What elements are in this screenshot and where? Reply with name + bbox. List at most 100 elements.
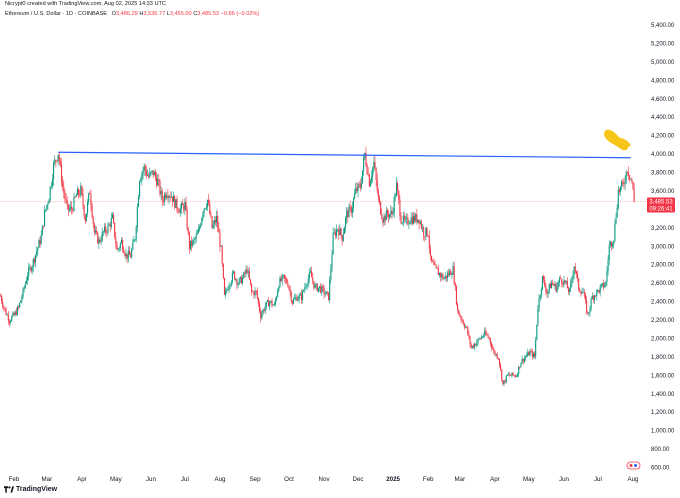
candle [543,274,545,283]
candle [408,219,410,230]
candle-body [417,219,419,223]
candle-body [467,327,469,335]
x-axis: Feb Mar Apr May Jun Jul Aug Sep Oct Nov Dec 2025 Feb… [9,476,639,483]
candle [177,207,179,215]
candle [548,282,550,294]
candle [414,212,416,224]
candle [383,212,385,226]
candle [201,216,203,226]
candle [192,239,194,248]
candle [630,178,632,181]
candle-body [543,276,545,280]
candle [478,336,480,341]
candle [311,266,313,278]
candle [538,294,540,313]
candle-body [221,246,223,264]
candle [68,204,70,213]
candle [282,274,284,279]
candle-body [32,259,34,268]
candle [46,204,48,212]
candle-body [502,380,504,385]
candle-body [123,249,125,254]
candle [152,170,154,179]
candle [423,225,425,241]
candle [368,173,370,188]
candle-body [583,292,585,295]
candle-body [73,196,75,211]
candle-body [438,273,441,276]
candle-body [403,215,405,220]
candle-body [117,248,119,250]
candle [99,237,101,244]
candle-body [426,227,428,236]
candle [514,374,516,378]
candle-body [517,374,519,377]
candle [220,244,222,248]
candle [547,289,549,298]
candle-body [459,314,461,317]
candle [411,212,413,226]
candle [591,292,593,300]
candle [247,268,249,278]
candle [42,225,44,230]
candle-body [184,201,186,211]
candle [287,279,289,288]
candle [229,284,231,290]
candle-body [259,303,261,312]
candle-body [615,217,617,224]
candle-body [20,300,22,303]
candle [290,290,292,304]
candle-body [103,226,106,232]
candle-body [509,374,511,376]
candle [620,186,622,197]
candle [317,287,319,293]
y-tick-label: 3,800.00 [651,171,675,177]
candle [268,296,270,307]
candle [16,304,18,316]
candle [315,282,317,290]
trendline[interactable] [58,151,631,159]
candle-body [500,365,502,370]
candle [161,188,163,207]
candle-body [341,235,343,241]
y-tick-label: 2,000.00 [651,336,675,342]
candle-body [386,210,388,215]
candle-body [578,278,580,290]
candle-body [326,291,329,293]
candle [66,196,68,210]
x-tick-label: Jun [146,476,157,483]
candle-body [495,353,497,355]
candle [358,181,360,188]
candle-body [136,206,138,227]
candle [631,177,633,184]
candle [400,211,402,225]
ohlc-legend: Ethereum / U.S. Dollar · 1D · COINBASE O… [5,11,259,18]
candle-body [539,295,541,298]
candle-body [165,194,167,198]
candle [382,217,384,228]
candle [264,302,266,315]
candle [590,297,592,312]
candle-body [3,306,5,308]
candle [391,206,393,220]
candle-body [120,240,123,244]
candle-body [550,282,553,289]
candle-body [383,215,385,223]
x-tick-label: Apr [490,476,500,483]
candle-body [441,274,443,278]
candle [375,166,377,187]
candle [266,299,269,303]
candle-body [537,308,539,325]
candle [109,222,111,233]
candle-body [195,234,197,239]
candle-body [360,182,362,188]
candle [298,292,300,304]
candle-body [249,279,252,285]
candle [573,266,575,280]
candle-body [63,186,65,193]
candle-body [391,211,393,215]
tradingview-logo[interactable]: TradingView [4,486,57,493]
candle [248,266,250,281]
candle-body [624,182,626,185]
